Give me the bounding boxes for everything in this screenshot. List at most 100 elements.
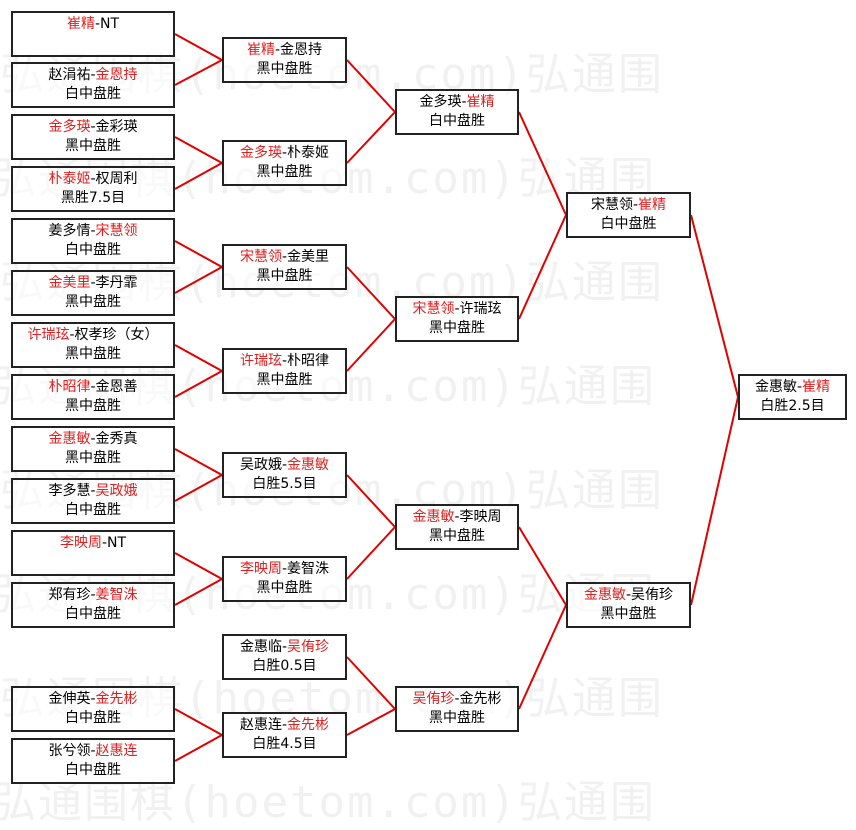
- match-box: 赵涓祐-金恩持 白中盘胜: [11, 62, 175, 108]
- match-result: 白中盘胜: [429, 113, 485, 129]
- player-1: 李多慧: [48, 483, 91, 499]
- match-result: 黑中盘胜: [429, 528, 485, 544]
- bracket-connector: [174, 734, 223, 762]
- player-1: 金伸英: [48, 691, 91, 707]
- match-players: 宋慧领-崔精: [568, 196, 689, 215]
- bracket-connector: [346, 708, 396, 736]
- bracket-connector: [174, 33, 223, 61]
- match-box: 宋慧领-许瑞玹 黑中盘胜: [395, 296, 519, 342]
- separator: -: [90, 379, 96, 395]
- bracket-connector: [174, 552, 223, 580]
- match-box: 李映周-姜智洙 黑中盘胜: [222, 556, 347, 602]
- bracket-connector: [518, 604, 567, 710]
- match-players: 李多慧-吴政娥: [13, 482, 173, 501]
- player-1: 赵惠连: [239, 717, 282, 733]
- match-box: 李映周-NT: [11, 530, 175, 576]
- player-1: 金惠临: [239, 639, 282, 655]
- match-result: 白胜4.5目: [252, 736, 317, 752]
- separator: -: [625, 587, 632, 603]
- player-1: 赵涓祐: [48, 67, 91, 83]
- player-2: 金先彬: [95, 691, 138, 707]
- match-players: 李映周-NT: [13, 534, 173, 553]
- match-result: 白中盘胜: [65, 710, 121, 726]
- match-result: 黑中盘胜: [256, 61, 313, 77]
- bracket-connector: [346, 318, 396, 372]
- player-1: 许瑞玹: [27, 327, 70, 343]
- match-result: 白中盘胜: [600, 216, 657, 232]
- player-1: 郑有珍: [48, 587, 91, 603]
- match-players: 赵涓祐-金恩持: [13, 66, 173, 85]
- player-2: 吴政娥: [95, 483, 138, 499]
- player-2: 宋慧领: [95, 223, 138, 239]
- bracket-connector: [174, 266, 223, 294]
- bracket-connector: [174, 136, 223, 164]
- bracket-lines: [174, 33, 739, 762]
- match-box: 许瑞玹-朴昭律 黑中盘胜: [222, 348, 347, 394]
- separator: -: [90, 67, 96, 83]
- match-players: 郑有珍-姜智洙: [13, 586, 173, 605]
- match-box: 姜多情-宋慧领 白中盘胜: [11, 218, 175, 264]
- match-result: 白中盘胜: [65, 502, 121, 518]
- player-1: 崔精: [246, 42, 275, 58]
- player-2: NT: [107, 535, 127, 551]
- player-2: 崔精: [638, 197, 667, 213]
- player-2: 许瑞玹: [459, 301, 502, 317]
- match-result: 黑中盘胜: [256, 268, 313, 284]
- separator: -: [796, 379, 803, 395]
- separator: -: [454, 301, 460, 317]
- match-box: 金惠敏-吴侑珍 黑中盘胜: [566, 582, 691, 628]
- match-players: 金多瑛-崔精: [397, 93, 517, 112]
- separator: -: [281, 717, 288, 733]
- player-2: 金恩持: [280, 42, 323, 58]
- separator: -: [281, 145, 288, 161]
- match-box: 金惠敏-崔精 白胜2.5目: [738, 374, 847, 420]
- player-2: 崔精: [802, 379, 831, 395]
- match-result: 黑中盘胜: [256, 372, 313, 388]
- separator: -: [281, 353, 288, 369]
- player-1: 宋慧领: [590, 197, 633, 213]
- match-result: 白胜5.5目: [252, 476, 317, 492]
- match-result: 白中盘胜: [65, 762, 121, 778]
- match-box: 吴政娥-金惠敏 白胜5.5目: [222, 452, 347, 498]
- player-2: 朴泰姬: [287, 145, 330, 161]
- separator: -: [90, 743, 96, 759]
- bracket-connector: [174, 344, 223, 372]
- player-2: 姜智洙: [95, 587, 138, 603]
- match-players: 金美里-李丹霏: [13, 274, 173, 293]
- player-1: 金美里: [48, 275, 91, 291]
- player-2: 金秀真: [95, 431, 138, 447]
- match-result: 黑中盘胜: [600, 606, 657, 622]
- bracket-connector: [346, 59, 396, 113]
- separator: -: [90, 691, 96, 707]
- player-2: 金彩瑛: [95, 119, 138, 135]
- player-1: 金惠敏: [48, 431, 91, 447]
- bracket-connector: [174, 240, 223, 268]
- separator: -: [101, 535, 108, 551]
- match-players: 金惠敏-崔精: [740, 378, 845, 397]
- player-1: 金多瑛: [239, 145, 282, 161]
- player-1: 金惠敏: [412, 509, 455, 525]
- match-result: 黑中盘胜: [65, 138, 121, 154]
- player-2: 吴侑珍: [287, 639, 330, 655]
- bracket-connector: [346, 656, 396, 710]
- match-result: 黑中盘胜: [65, 294, 121, 310]
- player-2: 权周利: [95, 171, 138, 187]
- match-box: 金惠敏-金秀真 黑中盘胜: [11, 426, 175, 472]
- separator: -: [461, 94, 467, 110]
- match-result: 白胜2.5目: [760, 398, 825, 414]
- match-box: 金伸英-金先彬白中盘胜: [11, 686, 175, 732]
- player-1: 朴昭律: [48, 379, 91, 395]
- match-box: 李多慧-吴政娥 白中盘胜: [11, 478, 175, 524]
- match-box: 金美里-李丹霏 黑中盘胜: [11, 270, 175, 316]
- bracket-connector: [174, 578, 223, 606]
- match-box: 崔精-金恩持黑中盘胜: [222, 37, 347, 83]
- separator: -: [90, 587, 96, 603]
- player-2: 吴侑珍: [631, 587, 674, 603]
- match-box: 金多瑛-朴泰姬 黑中盘胜: [222, 140, 347, 186]
- player-1: 金多瑛: [48, 119, 91, 135]
- match-players: 姜多情-宋慧领: [13, 222, 173, 241]
- player-1: 宋慧领: [239, 249, 282, 265]
- separator: -: [274, 42, 281, 58]
- player-2: 金美里: [287, 249, 330, 265]
- separator: -: [632, 197, 639, 213]
